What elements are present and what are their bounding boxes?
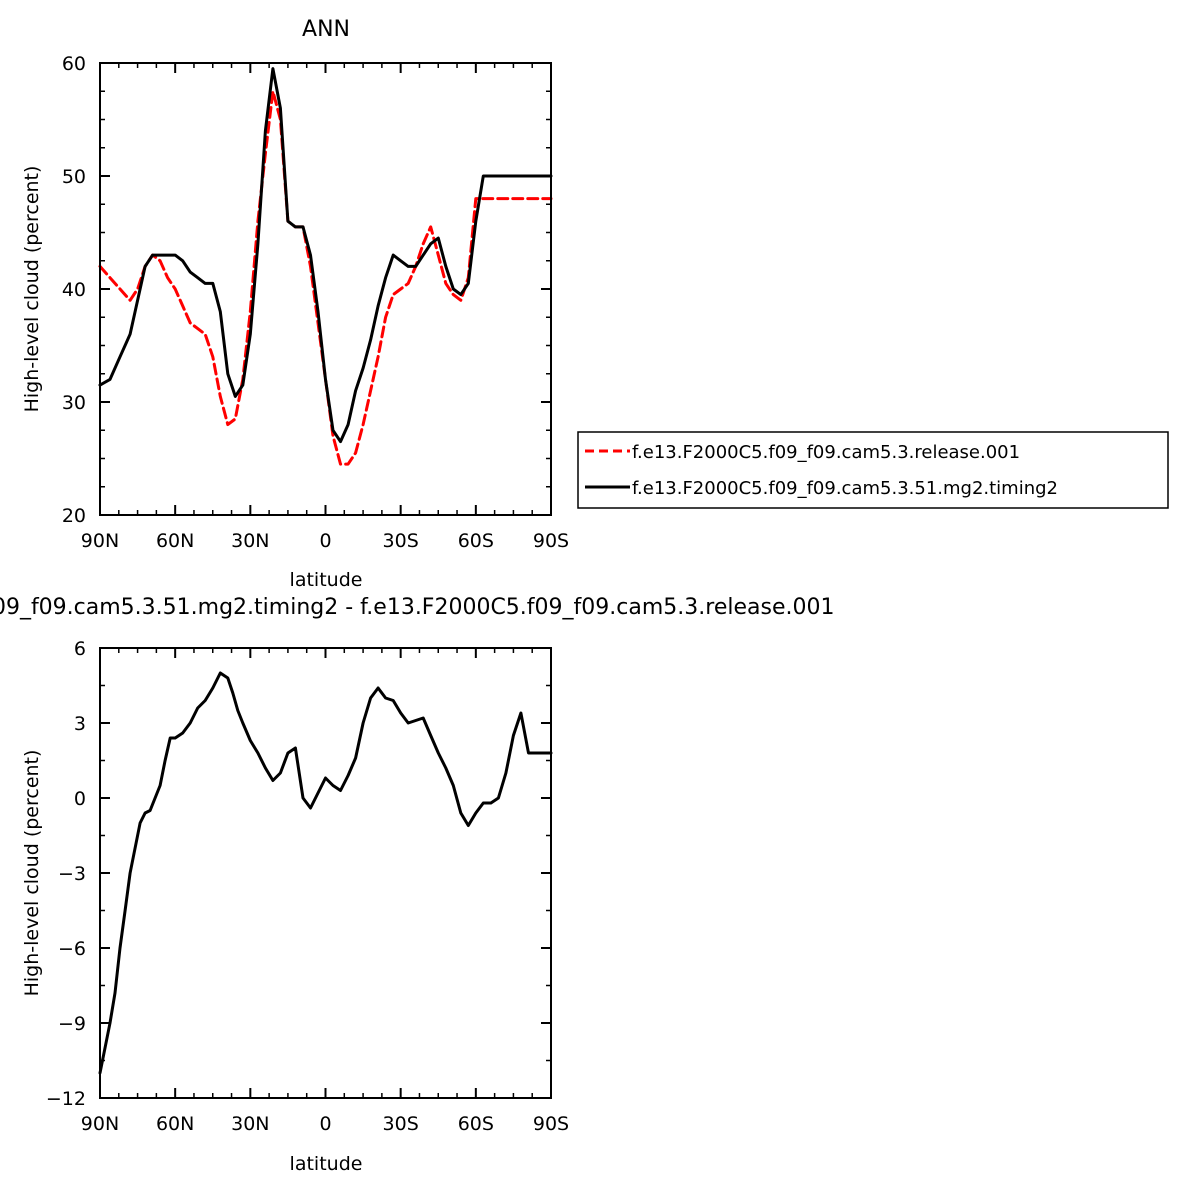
panel-top-x-tick-label: 0 (319, 530, 331, 552)
panel-bottom-ylabel: High-level cloud (percent) (21, 750, 43, 997)
panel-top-xlabel: latitude (290, 569, 363, 591)
panel-top-title: ANN (302, 17, 350, 42)
panel-bottom-y-tick-label: −12 (46, 1088, 86, 1110)
panel-top-x-tick-label: 60N (156, 530, 194, 552)
panel-bottom-x-tick-label: 60S (458, 1113, 494, 1135)
panel-top-y-tick-label: 20 (62, 505, 86, 527)
panel-bottom-x-tick-label: 90N (81, 1113, 119, 1135)
panel-bottom-x-tick-label: 0 (319, 1113, 331, 1135)
panel-bottom-series-layer (98, 671, 553, 1075)
legend-label-release: f.e13.F2000C5.f09_f09.cam5.3.release.001 (632, 442, 1020, 463)
panel-top-x-tick-label: 90S (533, 530, 569, 552)
panel-top-y-tick-label: 60 (62, 53, 86, 75)
panel-top-x-tick-label: 60S (458, 530, 494, 552)
panel-top-x-tick-label: 90N (81, 530, 119, 552)
panel-top-x-tick-label: 30N (231, 530, 269, 552)
panel-bottom-series-line-0 (98, 671, 553, 1075)
panel-top-y-tick-label: 40 (62, 279, 86, 301)
panel-top-x-tick-label: 30S (383, 530, 419, 552)
panel-bottom-ticks: 90N 60N 30N 0 30S 60S 90S −12 −9 −6 −3 0 3 6 (46, 638, 569, 1135)
panel-bottom-y-tick-label: −9 (58, 1013, 86, 1035)
legend-label-timing2: f.e13.F2000C5.f09_f09.cam5.3.51.mg2.timi… (632, 478, 1058, 499)
legend-box (577, 431, 1169, 509)
panel-top-y-tick-label: 30 (62, 392, 86, 414)
panel-bottom-x-tick-label: 90S (533, 1113, 569, 1135)
panel-bottom-y-tick-label: 0 (74, 788, 86, 810)
panel-bottom-xlabel: latitude (290, 1153, 363, 1175)
panel-top-y-tick-label: 50 (62, 166, 86, 188)
panel-bottom-x-tick-label: 30S (383, 1113, 419, 1135)
panel-bottom-title: f.e13.F2000C5.f09_f09.cam5.3.51.mg2.timi… (0, 595, 834, 620)
panel-bottom: f.e13.F2000C5.f09_f09.cam5.3.51.mg2.timi… (0, 595, 834, 1175)
panel-bottom-y-tick-label: −6 (58, 938, 86, 960)
panel-bottom-y-tick-label: 6 (74, 638, 86, 660)
panel-bottom-x-tick-label: 60N (156, 1113, 194, 1135)
panel-top-ylabel: High-level cloud (percent) (21, 166, 43, 413)
panel-top: ANN 90N 60N 30N 0 30S 60S 90S 20 30 40 50 60 latitu… (21, 17, 1169, 591)
panel-bottom-y-tick-label: −3 (58, 863, 86, 885)
panel-top-ticks: 90N 60N 30N 0 30S 60S 90S 20 30 40 50 60 (62, 53, 569, 552)
panel-bottom-x-tick-label: 30N (231, 1113, 269, 1135)
panel-top-series-line-0 (98, 89, 553, 466)
legend: f.e13.F2000C5.f09_f09.cam5.3.release.001… (577, 431, 1169, 509)
panel-top-series-layer (98, 67, 553, 466)
panel-top-series-line-1 (98, 67, 553, 444)
panel-bottom-y-tick-label: 3 (74, 713, 86, 735)
